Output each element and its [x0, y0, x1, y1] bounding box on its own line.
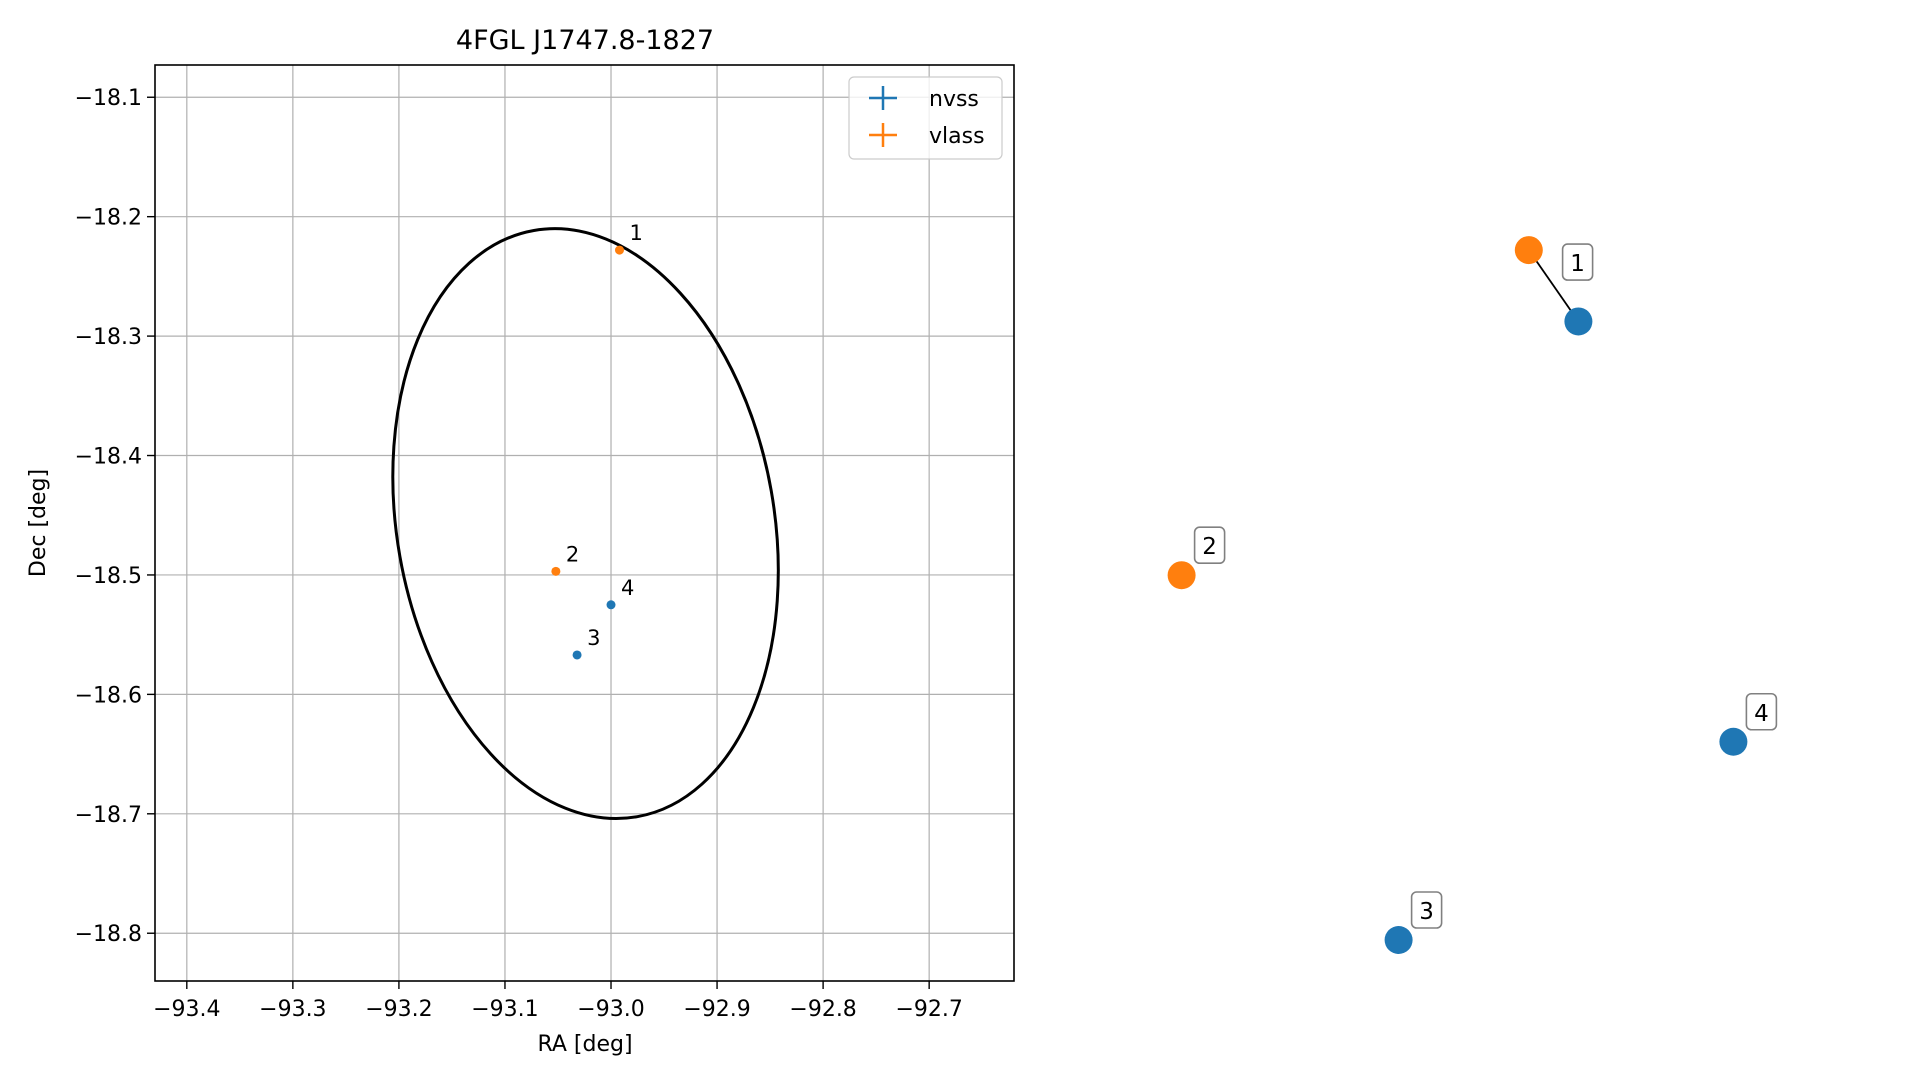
legend-label-vlass: vlass	[929, 124, 985, 149]
network-node-label: 4	[1754, 701, 1769, 727]
y-tick-label: −18.3	[75, 325, 142, 350]
network-node-label: 2	[1202, 534, 1217, 560]
network-edges	[1528, 249, 1580, 322]
x-axis-ticks: −93.4 −93.3 −93.2 −93.1 −93.0 −92.9 −92.8 −92.7	[153, 981, 963, 1022]
x-tick-label: −92.8	[789, 997, 856, 1022]
x-tick-label: −92.9	[683, 997, 750, 1022]
network-node-label-group: 2	[1193, 526, 1226, 565]
network-node-label-group: 3	[1410, 891, 1443, 929]
error-ellipse-layer	[391, 227, 780, 821]
y-axis-ticks: −18.1 −18.2 −18.3 −18.4 −18.5 −18.6 −18.7 −18.8	[75, 86, 155, 947]
error-ellipse	[391, 227, 780, 821]
network-node-label-box	[1193, 526, 1226, 565]
association-network-panel: 1 2 4 3	[1167, 236, 1778, 954]
x-tick-label: −93.2	[365, 997, 432, 1022]
x-tick-label: −93.0	[577, 997, 644, 1022]
network-node-nvss	[1384, 926, 1413, 954]
y-tick-label: −18.6	[75, 683, 142, 708]
source-point-label: 2	[566, 542, 579, 566]
source-point-nvss	[606, 600, 616, 610]
source-point-label: 1	[629, 221, 642, 245]
source-point-nvss	[572, 650, 582, 660]
legend: nvss vlass	[848, 76, 1003, 160]
chart-title: 4FGL J1747.8-1827	[456, 25, 714, 56]
source-points: 3 4 1 2	[551, 221, 643, 660]
y-tick-label: −18.4	[75, 445, 142, 470]
legend-entry-nvss: nvss	[869, 86, 979, 112]
network-node-label-box	[1410, 891, 1443, 929]
network-node-vlass	[1514, 236, 1543, 265]
y-tick-label: −18.1	[75, 86, 142, 111]
x-axis-label: RA [deg]	[537, 1032, 632, 1057]
network-node-vlass	[1167, 561, 1196, 590]
network-node-label-box	[1561, 243, 1594, 281]
source-point-label: 4	[621, 576, 634, 600]
y-tick-label: −18.5	[75, 564, 142, 589]
y-axis-label: Dec [deg]	[26, 469, 51, 577]
legend-entry-vlass: vlass	[869, 123, 985, 149]
x-tick-label: −92.7	[895, 997, 962, 1022]
y-tick-label: −18.7	[75, 803, 142, 828]
plot-frame	[154, 64, 1015, 982]
grid-lines	[155, 65, 1014, 981]
source-point-label: 3	[587, 626, 600, 650]
network-nodes: 1 2 4 3	[1167, 236, 1778, 954]
network-node-label: 1	[1570, 251, 1585, 277]
source-point-vlass	[551, 566, 561, 576]
x-tick-label: −93.4	[153, 997, 220, 1022]
network-node-label-group: 4	[1745, 692, 1778, 731]
source-point-vlass	[614, 245, 624, 255]
network-node-label-box	[1745, 692, 1778, 731]
y-tick-label: −18.2	[75, 206, 142, 231]
network-edge	[1528, 249, 1580, 322]
network-node-nvss	[1719, 727, 1748, 756]
x-tick-label: −93.1	[471, 997, 538, 1022]
legend-label-nvss: nvss	[929, 87, 979, 112]
network-node-label-group: 1	[1561, 243, 1594, 281]
network-node-nvss	[1564, 307, 1593, 336]
x-tick-label: −93.3	[259, 997, 326, 1022]
y-tick-label: −18.8	[75, 922, 142, 947]
network-node-label: 3	[1419, 899, 1434, 925]
